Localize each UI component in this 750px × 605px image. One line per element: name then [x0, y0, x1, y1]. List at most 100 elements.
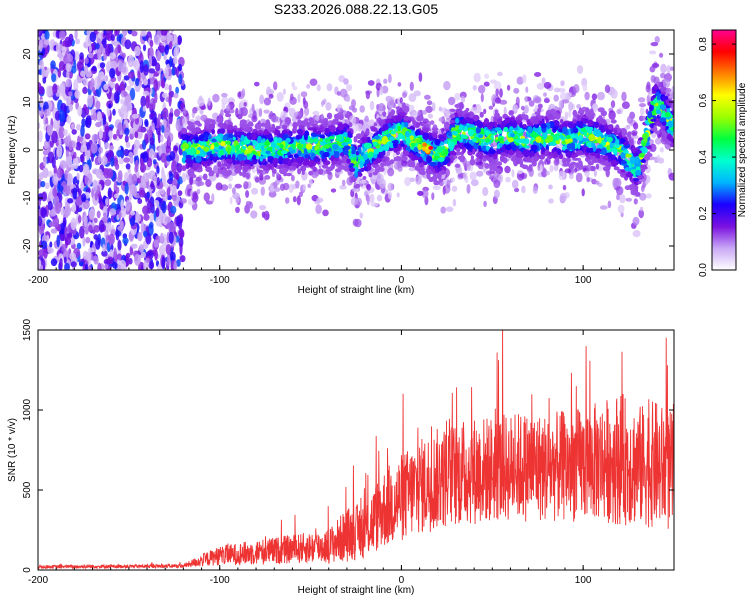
heat-cell [322, 209, 329, 217]
heat-cell [369, 100, 375, 111]
heat-cell [194, 116, 201, 121]
heat-cell [57, 68, 62, 78]
heat-cell [178, 73, 183, 85]
heat-cell [58, 185, 64, 192]
heat-cell [70, 217, 77, 231]
heat-cell [341, 157, 346, 164]
heat-cell [424, 94, 431, 100]
heat-cell [73, 79, 79, 92]
heat-cell [368, 119, 375, 128]
heat-cell [425, 169, 431, 174]
heat-cell [604, 84, 611, 94]
heat-cell [415, 129, 421, 137]
heat-cell [96, 210, 101, 219]
heat-cell [175, 44, 180, 57]
heat-cell [80, 181, 84, 192]
heat-cell [587, 160, 592, 164]
heat-cell [225, 113, 232, 118]
heat-cell [104, 125, 110, 133]
heat-cell [89, 31, 97, 43]
heat-cell [562, 157, 567, 164]
heat-cell [59, 30, 66, 41]
heat-cell [142, 105, 146, 112]
heat-cell [671, 85, 674, 94]
heat-cell [637, 180, 642, 185]
heat-cell [359, 179, 367, 184]
heat-cell [59, 110, 66, 123]
heat-cell [650, 42, 659, 47]
heat-cell [156, 176, 160, 187]
heat-cell [620, 160, 627, 165]
heat-cell [583, 131, 588, 137]
heat-cell [425, 105, 433, 113]
heat-cell [460, 134, 465, 138]
heat-cell [357, 172, 363, 177]
heat-cell [156, 49, 162, 62]
heat-cell [161, 200, 167, 214]
heat-cell [149, 39, 154, 48]
heat-cell [309, 78, 318, 86]
heat-cell [366, 183, 372, 191]
heat-cell [408, 167, 417, 172]
heat-cell [154, 249, 158, 261]
heat-cell [549, 164, 554, 173]
heat-cell [174, 108, 180, 117]
heat-cell [95, 100, 101, 110]
heat-cell [466, 184, 471, 194]
heat-cell [124, 39, 132, 50]
heat-cell [575, 172, 583, 183]
heat-cell [429, 120, 435, 125]
heat-cell [82, 236, 86, 247]
heat-cell [472, 148, 476, 155]
heat-cell [325, 102, 332, 111]
heat-cell [133, 139, 141, 150]
heat-cell [260, 144, 265, 152]
heat-cell [660, 86, 665, 93]
heat-cell [355, 183, 361, 188]
heat-cell [134, 253, 141, 266]
heat-cell [106, 168, 114, 179]
heat-cell [165, 244, 172, 255]
heat-cell [417, 191, 424, 196]
heat-cell [102, 243, 106, 253]
heat-cell [59, 258, 63, 270]
heat-cell [262, 138, 266, 143]
heat-cell [480, 93, 484, 103]
heat-cell [446, 179, 451, 189]
heat-cell [292, 116, 297, 123]
heat-cell [212, 93, 220, 103]
heat-cell [127, 30, 133, 35]
heat-cell [472, 114, 480, 122]
heat-cell [131, 173, 138, 185]
heat-cell [48, 221, 56, 227]
heat-cell [132, 185, 138, 198]
heat-cell [292, 196, 297, 203]
heat-cell [75, 141, 82, 151]
heat-cell [586, 164, 592, 172]
heat-cell [38, 39, 43, 52]
heat-cell [511, 169, 515, 178]
heat-cell [632, 230, 641, 238]
heat-cell [460, 95, 466, 104]
heat-cell [421, 110, 427, 115]
heat-cell [543, 98, 550, 103]
heat-cell [105, 198, 109, 206]
heat-cell [134, 131, 139, 139]
heat-cell [288, 169, 294, 174]
heat-cell [177, 190, 183, 197]
heat-cell [451, 185, 458, 192]
heat-cell [173, 145, 178, 152]
heat-cell [631, 130, 638, 136]
heat-cell [591, 93, 598, 100]
heat-cell [669, 66, 674, 71]
heat-cell [97, 74, 101, 87]
heat-cell [143, 64, 149, 76]
heat-cell [148, 170, 156, 181]
heat-cell [74, 89, 81, 99]
heat-cell [317, 168, 324, 175]
heat-cell [610, 89, 618, 99]
heat-cell [365, 90, 371, 100]
heat-cell [66, 232, 73, 238]
heat-cell [288, 146, 293, 151]
heat-cell [666, 93, 670, 97]
